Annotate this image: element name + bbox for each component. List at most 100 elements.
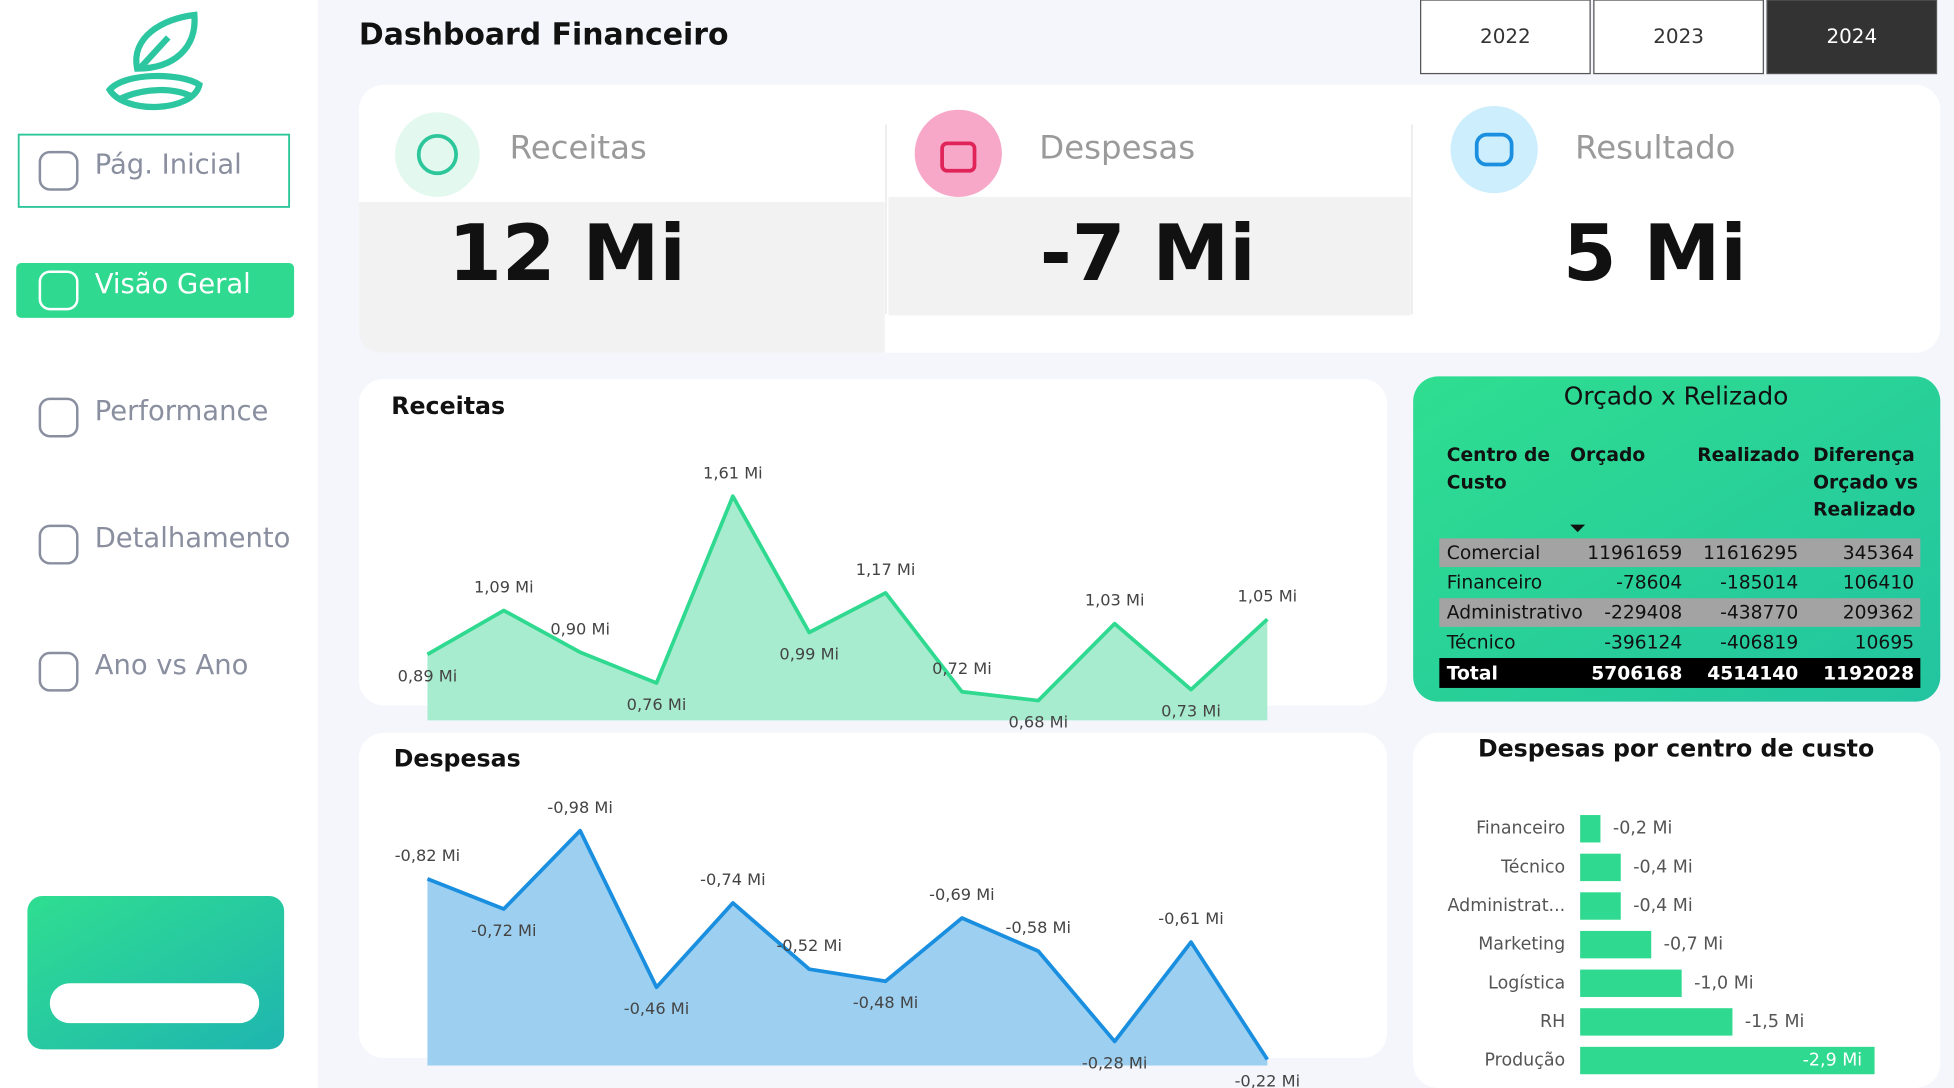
data-label: 0,90 Mi (550, 619, 610, 638)
table-cell: 11616295 (1703, 543, 1798, 564)
table-cell: 345364 (1843, 543, 1914, 564)
table-row (1439, 598, 1921, 627)
column-header: Diferença Orçado vs Realizado (1813, 444, 1918, 520)
data-label: -0,58 Mi (1006, 918, 1072, 937)
chart-title: Receitas (391, 392, 505, 420)
nav-icon (38, 524, 79, 565)
kpi-label: Despesas (1039, 129, 1195, 167)
category-label: Logística (1488, 973, 1565, 993)
kpi-icon (416, 134, 458, 176)
year-button[interactable] (1766, 0, 1938, 75)
bar (1580, 969, 1682, 997)
card (358, 378, 1387, 706)
kpi-value: -7 Mi (1040, 209, 1256, 299)
table-cell: Financeiro (1447, 573, 1542, 594)
kpi-label: Receitas (510, 129, 647, 167)
table-cell: Técnico (1446, 633, 1516, 654)
data-label: -0,28 Mi (1082, 1053, 1148, 1072)
nav-item[interactable]: Visão Geral (95, 269, 251, 300)
table-cell: Administrativo (1447, 603, 1583, 624)
promo-button[interactable] (49, 983, 260, 1024)
table-cell: -396124 (1604, 633, 1682, 654)
category-label: Financeiro (1476, 819, 1565, 839)
area (427, 830, 1268, 1066)
logo (105, 11, 203, 111)
nav-outline (17, 133, 291, 208)
area (427, 496, 1268, 721)
data-label: 1,09 Mi (474, 578, 534, 597)
data-label: 0,89 Mi (398, 666, 458, 685)
data-label: -0,22 Mi (1235, 1071, 1301, 1088)
kpi-icon (1450, 105, 1538, 194)
kpi-band (358, 201, 885, 353)
sort-arrow (1570, 524, 1586, 533)
data-label: 0,72 Mi (932, 659, 992, 678)
year-button[interactable] (1593, 0, 1764, 75)
table-cell: 106410 (1843, 573, 1914, 594)
nav-icon (38, 651, 79, 692)
table-cell: -406819 (1720, 633, 1798, 654)
column-header: Orçado (1570, 444, 1645, 465)
data-label: -2,9 Mi (1803, 1051, 1862, 1071)
table-total: Total (1447, 664, 1498, 685)
table-total: 4514140 (1707, 664, 1798, 685)
nav-item[interactable]: Pág. Inicial (95, 149, 242, 180)
data-label: -0,72 Mi (471, 921, 537, 940)
year-label[interactable]: 2022 (1480, 25, 1531, 48)
kpi-icon (940, 141, 977, 173)
table-cell: -438770 (1720, 603, 1798, 624)
bar (1580, 1046, 1875, 1075)
promo-card (27, 896, 285, 1050)
kpi-icon (395, 112, 480, 197)
nav-icon (38, 397, 79, 438)
bar (1580, 853, 1621, 882)
bar (1580, 892, 1621, 920)
kpi-icon (914, 109, 1002, 197)
bar (1580, 1008, 1733, 1036)
year-label[interactable]: 2024 (1826, 25, 1877, 48)
data-label: 0,68 Mi (1008, 712, 1068, 731)
table-row (1439, 538, 1921, 568)
category-label: RH (1540, 1012, 1565, 1032)
data-label: -0,98 Mi (547, 798, 613, 817)
data-label: 1,03 Mi (1085, 591, 1145, 610)
data-label: 0,76 Mi (627, 695, 687, 714)
table-cell: -229408 (1604, 603, 1682, 624)
kpi-band (888, 196, 1411, 316)
data-label: 1,05 Mi (1238, 586, 1298, 605)
nav-item[interactable]: Performance (95, 396, 269, 427)
table-total: 5706168 (1591, 664, 1682, 685)
data-label: -0,52 Mi (776, 936, 842, 955)
kpi-value: 12 Mi (448, 209, 686, 299)
table-total: 1192028 (1823, 664, 1914, 685)
table-cell: 209362 (1843, 603, 1914, 624)
category-label: Marketing (1478, 935, 1565, 955)
data-label: -0,4 Mi (1633, 857, 1692, 877)
bar (1580, 930, 1652, 959)
kpi-icon (1474, 132, 1514, 167)
table-cell: 11961659 (1587, 543, 1682, 564)
nav-item[interactable]: Ano vs Ano (95, 650, 249, 681)
chart-title: Despesas (394, 745, 521, 773)
card (1413, 732, 1941, 1088)
data-label: -0,82 Mi (395, 846, 461, 865)
category-label: Técnico (1500, 857, 1565, 877)
data-label: 1,61 Mi (703, 463, 763, 482)
data-label: -0,61 Mi (1158, 909, 1224, 928)
data-label: 0,99 Mi (779, 644, 839, 663)
nav-icon (38, 270, 79, 311)
column-header: Realizado (1697, 444, 1799, 465)
data-label: 0,73 Mi (1161, 702, 1221, 721)
page-title: Dashboard Financeiro (359, 18, 729, 53)
table-total-row (1439, 658, 1921, 688)
line (426, 828, 1269, 1061)
nav-item[interactable]: Detalhamento (95, 523, 291, 554)
year-button[interactable] (1420, 0, 1591, 75)
nav-active (16, 262, 295, 318)
data-label: -1,0 Mi (1694, 973, 1753, 993)
table-body: Comercial 11961659 11616295 345364 Financeir… (1439, 538, 1921, 654)
table-cell: -78604 (1616, 573, 1682, 594)
year-label[interactable]: 2023 (1653, 25, 1704, 48)
bar (1580, 815, 1601, 843)
data-label: -0,2 Mi (1613, 819, 1672, 839)
